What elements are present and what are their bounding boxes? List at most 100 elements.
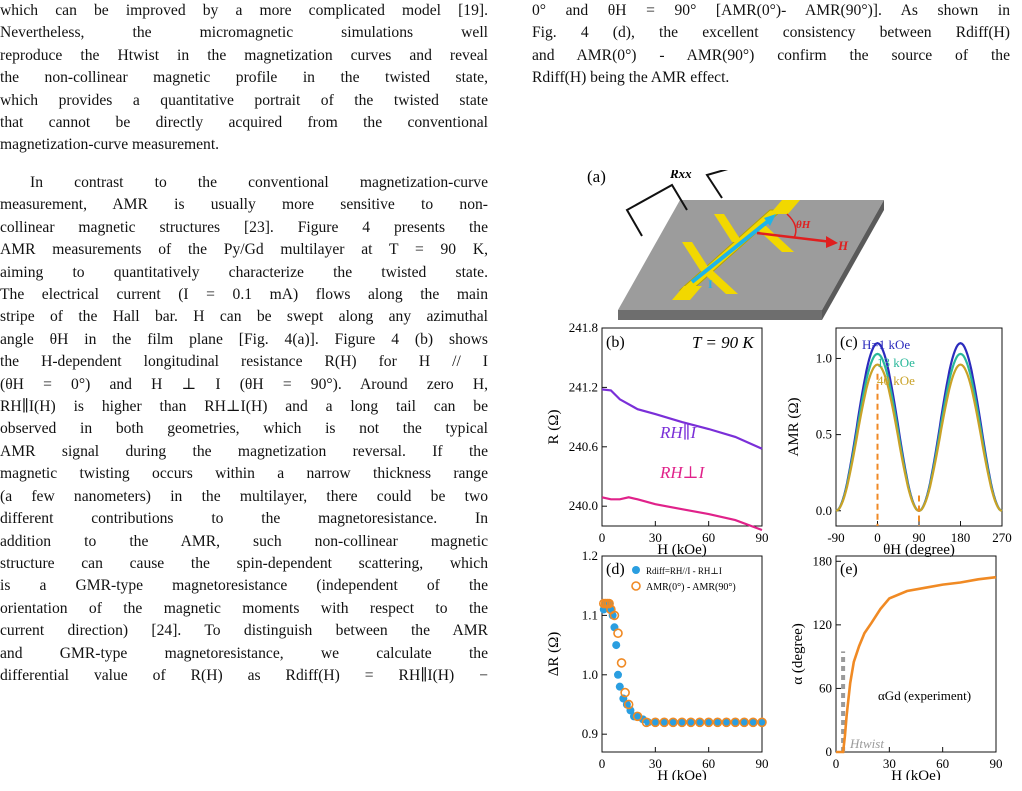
y-tick-label: 0.0 — [816, 503, 832, 518]
y-tick-label: 1.0 — [816, 350, 832, 365]
data-point-amr — [703, 717, 714, 728]
panel-d-xticks: 0 30 60 90 — [599, 747, 769, 771]
text-line: the non-collinear magnetic profile in th… — [0, 69, 488, 87]
data-point-rdiff — [695, 718, 704, 727]
text-line: and GMR-type magnetoresistance, we calcu… — [0, 644, 488, 662]
series-label-perpendicular: RH⊥I — [659, 463, 706, 482]
hall-arm — [754, 226, 794, 252]
text-line: stripe of the Hall bar. H can be swept a… — [0, 308, 488, 326]
data-point-amr — [604, 598, 614, 609]
data-point-rdiff — [612, 641, 621, 650]
data-point-amr — [620, 687, 630, 698]
figure-4: (a) Rxx I H θH (b) T = 90 K 240.0240.624… — [546, 170, 1012, 780]
text-line: magnetization-curve measurement. — [0, 136, 220, 154]
text-line: angle θH in the film plane [Fig. 4(a)]. … — [0, 330, 488, 348]
hall-arm — [682, 242, 710, 270]
text-line: reproduce the Htwist in the magnetizatio… — [0, 46, 488, 64]
text-line: The electrical current (I = 0.1 mA) flow… — [0, 286, 488, 304]
data-point-rdiff — [722, 718, 731, 727]
panel-c-label: (c) — [840, 334, 858, 351]
panel-b-xticks: 0 30 60 90 — [599, 521, 769, 545]
panel-b-xlabel: H (kOe) — [657, 542, 707, 558]
legend-marker-amr — [631, 581, 641, 591]
text-line: 0° and θH = 90° [AMR(0°)- AMR(90°)]. As … — [532, 2, 1010, 19]
data-point-amr — [632, 711, 643, 722]
data-point-amr — [623, 699, 634, 710]
data-point-amr — [650, 717, 661, 728]
data-point-rdiff — [678, 718, 686, 727]
data-point-amr — [609, 610, 620, 621]
panel-d-yticks: 0.9 1.0 1.1 1.2 — [582, 548, 607, 741]
theta-label: θH — [796, 219, 811, 231]
y-tick-label: 0.5 — [816, 427, 832, 442]
panel-a-label: (a) — [587, 170, 606, 186]
y-tick-label: 1.1 — [582, 607, 598, 622]
series-line-1 — [835, 352, 1003, 512]
text-line: is a GMR-type magnetoresistance (indepen… — [0, 577, 488, 595]
text-line: different contributions to the magnetore… — [0, 510, 488, 528]
panel-e: (e) 0 60 120 180 0 30 60 90 αGd (experiment) H… — [790, 553, 1003, 780]
field-label: H — [837, 238, 849, 253]
panel-e-yticks: 0 60 120 180 — [813, 553, 841, 759]
x-tick-label: 30 — [649, 530, 662, 545]
data-point-rdiff — [749, 718, 758, 727]
panel-b-series — [601, 388, 763, 532]
legend-40koe: 40 kOe — [877, 373, 915, 388]
panel-b-yticks: 240.0 240.6 241.2 241.8 — [569, 320, 607, 513]
data-point-rdiff — [740, 718, 749, 727]
substrate-edge — [618, 310, 822, 320]
x-tick-label: 90 — [756, 756, 769, 771]
text-line: differential value of R(H) as Rdiff(H) =… — [0, 666, 488, 684]
series-line-0 — [835, 342, 1003, 512]
legend-rdiff: Rdiff=RH//I - RH⊥I — [646, 566, 722, 576]
current-label: I — [708, 277, 713, 291]
text-line: RH∥I(H) is higher than RH⊥I(H) and a lon… — [0, 398, 488, 416]
panel-c-ylabel: AMR (Ω) — [786, 397, 802, 456]
legend-amr: AMR(0°) - AMR(90°) — [646, 582, 736, 593]
substrate-side — [822, 200, 884, 320]
data-point-rdiff — [615, 682, 624, 691]
panel-e-frame — [835, 555, 997, 753]
rxx-bracket — [625, 183, 688, 237]
x-tick-label: 0 — [599, 530, 606, 545]
text-line: which provides a quantitative portrait o… — [0, 91, 488, 109]
panel-b-frame — [601, 327, 763, 527]
text-line: orientation of the magnetic moments with… — [0, 599, 488, 617]
y-tick-label: 0.9 — [582, 726, 598, 741]
data-point-amr — [686, 717, 696, 728]
hall-arm — [700, 270, 738, 294]
y-tick-label: 1.2 — [582, 548, 598, 563]
series-line-2 — [835, 363, 1003, 512]
panel-e-ylabel: α (degree) — [790, 623, 806, 685]
rxx-label: Rxx — [669, 170, 692, 181]
text-line: AMR measurements of the Py/Gd multilayer… — [0, 241, 488, 259]
x-tick-label: 60 — [702, 756, 715, 771]
hall-arm — [714, 214, 742, 242]
text-line: the H-dependent longitudinal resistance … — [0, 353, 488, 371]
text-line: current direction) [24]. To distinguish … — [0, 622, 488, 640]
data-point-amr — [739, 717, 750, 728]
data-point-rdiff — [731, 718, 740, 727]
panel-e-series — [836, 575, 997, 754]
y-tick-label: 0 — [826, 744, 833, 759]
x-tick-label: 0 — [874, 530, 881, 545]
text-line: AMR signal during the magnetization reve… — [0, 442, 488, 460]
theta-arc — [786, 213, 797, 239]
text-line: structure can cause the spin-dependent s… — [0, 554, 488, 572]
x-tick-label: 30 — [649, 756, 662, 771]
y-tick-label: 240.6 — [569, 439, 599, 454]
text-line: aiming to quantitatively characterize th… — [0, 263, 488, 281]
series-line-1 — [601, 496, 763, 532]
text-line: (a few nanometers) in the multilayer, th… — [0, 487, 488, 505]
data-point-rdiff — [614, 670, 622, 679]
data-point-amr — [757, 717, 767, 728]
panel-b: (b) T = 90 K 240.0 240.6 241.2 241.8 0 30 60 9… — [546, 320, 769, 558]
x-tick-label: 0 — [599, 756, 606, 771]
text-line: Fig. 4 (d), the excellent consistency be… — [532, 24, 1010, 42]
data-point-amr — [677, 717, 687, 728]
left-para-1: which can be improved by a more complica… — [0, 0, 488, 157]
text-line: In contrast to the conventional magnetiz… — [30, 174, 488, 191]
panel-e-xlabel: H (kOe) — [891, 768, 941, 780]
text-line: Rdiff(H) being the AMR effect. — [532, 69, 730, 87]
panel-d: (d) 0.9 1.0 1.1 1.2 0 30 60 90 Rdiff=RH//I - R… — [546, 548, 769, 780]
